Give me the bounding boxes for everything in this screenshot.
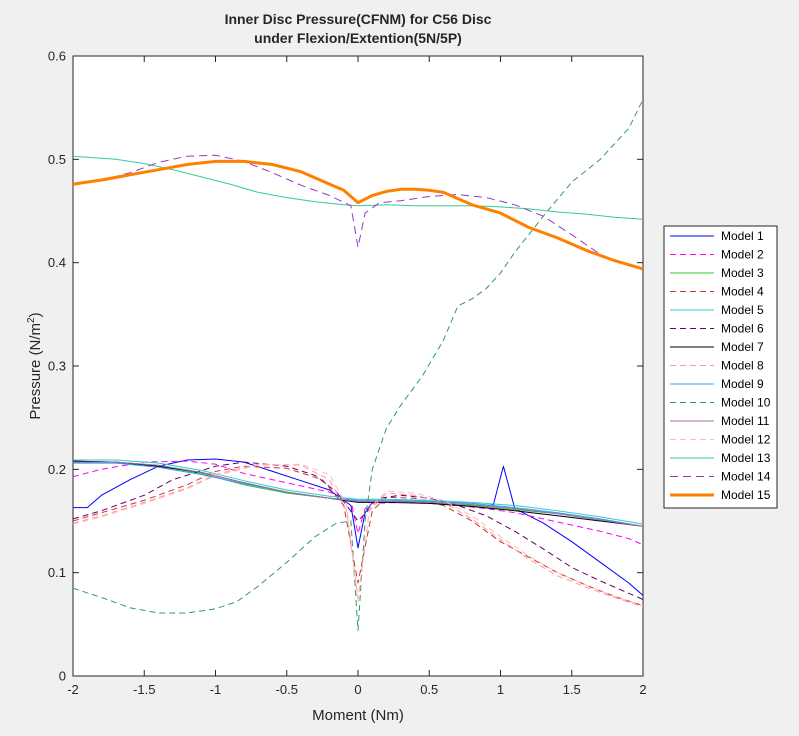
legend-label-model-5: Model 5 [721, 303, 764, 317]
series-layer [73, 99, 643, 631]
series-line-model-10 [73, 99, 643, 631]
y-axis-label-superscript: 2 [26, 317, 37, 323]
chart-title-line-1: Inner Disc Pressure(CFNM) for C56 Disc [225, 11, 492, 27]
x-tick-label: -1.5 [133, 682, 155, 697]
legend-label-model-7: Model 7 [721, 340, 764, 354]
legend-label-model-12: Model 12 [721, 433, 771, 447]
legend-label-model-14: Model 14 [721, 470, 771, 484]
legend-label-model-10: Model 10 [721, 396, 771, 410]
series-line-model-13 [73, 155, 643, 220]
y-axis-label-text: Pressure (N/m [27, 323, 44, 420]
legend-label-model-4: Model 4 [721, 285, 764, 299]
legend-label-model-3: Model 3 [721, 266, 764, 280]
chart-title-line-2: under Flexion/Extention(5N/5P) [254, 30, 462, 46]
series-line-model-14 [73, 154, 643, 270]
legend-label-model-11: Model 11 [721, 414, 770, 428]
x-tick-label: -0.5 [276, 682, 298, 697]
legend-label-model-13: Model 13 [721, 451, 771, 465]
plot-area [72, 55, 644, 677]
series-line-model-12 [73, 463, 643, 607]
x-tick-label: 1.5 [563, 682, 581, 697]
legend-label-model-9: Model 9 [721, 377, 764, 391]
tick-layer: -2 -1.5 -1 -0.5 0 0.5 1 1.5 2 0 0.1 0.2 0.3 0.4 0.5 0.6 [48, 49, 647, 698]
series-line-model-5 [73, 459, 643, 525]
series-line-model-15 [73, 159, 643, 271]
legend-label-model-8: Model 8 [721, 359, 764, 373]
legend-label-model-15: Model 15 [721, 488, 771, 502]
x-tick-label: -2 [67, 682, 79, 697]
y-tick-label: 0.2 [48, 462, 66, 477]
y-tick-label: 0.3 [48, 359, 66, 374]
x-tick-label: -1 [210, 682, 222, 697]
x-tick-label: 0 [354, 682, 361, 697]
y-tick-label: 0.4 [48, 255, 66, 270]
y-tick-label: 0.5 [48, 152, 66, 167]
y-axis-label: Pressure (N/m2) [26, 312, 44, 419]
legend-label-model-6: Model 6 [721, 322, 764, 336]
series-line-model-7 [73, 460, 643, 527]
x-axis-label: Moment (Nm) [312, 707, 404, 724]
legend-label-model-2: Model 2 [721, 248, 764, 262]
series-line-model-6 [73, 461, 643, 600]
y-tick-label: 0 [59, 669, 66, 684]
legend[interactable]: Model 1 Model 2 Model 3 Model 4 Model 5 Model… [663, 225, 778, 509]
series-line-model-9 [73, 462, 643, 527]
y-tick-label: 0.1 [48, 565, 66, 580]
x-tick-label: 2 [639, 682, 646, 697]
series-line-model-11 [73, 461, 643, 527]
series-line-model-1 [73, 458, 643, 596]
legend-label-model-1: Model 1 [721, 229, 764, 243]
y-axis-label-close: ) [27, 312, 44, 317]
y-tick-label: 0.6 [48, 49, 66, 64]
x-tick-label: 0.5 [420, 682, 438, 697]
x-tick-label: 1 [497, 682, 504, 697]
